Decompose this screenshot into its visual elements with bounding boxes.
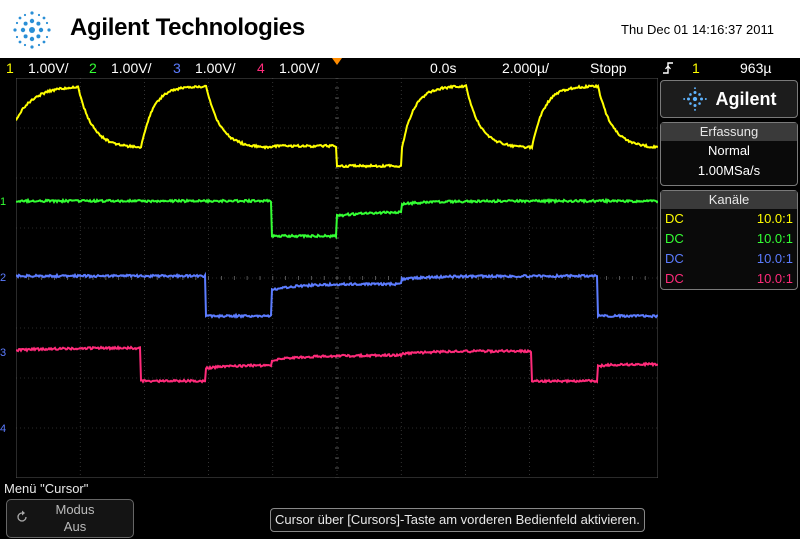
horizontal-delay[interactable]: 0.0s [430, 60, 456, 76]
channels-panel[interactable]: Kanäle DC 10.0:1 DC 10.0:1 DC 10.0:1 DC … [660, 190, 798, 290]
ch2-coupling: DC [665, 229, 684, 249]
ch1-scale[interactable]: 1.00V/ [28, 60, 68, 76]
trigger-position-marker-icon [332, 58, 342, 65]
softkey-value: Aus [41, 519, 109, 534]
channel-row: DC 10.0:1 [661, 269, 797, 289]
channel-row: DC 10.0:1 [661, 229, 797, 249]
side-panel: Agilent Erfassung Normal 1.00MSa/s Kanäl… [660, 80, 798, 290]
channels-title: Kanäle [661, 191, 797, 209]
ch1-coupling: DC [665, 209, 684, 229]
cursor-hint-message: Cursor über [Cursors]-Taste am vorderen … [270, 508, 645, 532]
softkey-bar: Menü "Cursor" Modus Aus Cursor über [Cur… [0, 478, 800, 539]
ch1-number[interactable]: 1 [6, 60, 14, 76]
mode-softkey[interactable]: Modus Aus [6, 499, 134, 538]
ch4-coupling: DC [665, 269, 684, 289]
acquisition-panel[interactable]: Erfassung Normal 1.00MSa/s [660, 122, 798, 186]
softkey-label: Modus [41, 502, 109, 517]
ch3-probe: 10.0:1 [757, 249, 793, 269]
ch4-probe: 10.0:1 [757, 269, 793, 289]
sample-rate: 1.00MSa/s [661, 161, 797, 181]
datetime-readout: Thu Dec 01 14:16:37 2011 [621, 22, 774, 37]
header-bar: Agilent Technologies Thu Dec 01 14:16:37… [0, 0, 800, 58]
ch4-ground-marker: 4 [0, 423, 6, 435]
agilent-logo-box: Agilent [660, 80, 798, 118]
trigger-level[interactable]: 963µ [740, 60, 771, 76]
ch1-probe: 10.0:1 [757, 209, 793, 229]
rising-edge-icon [662, 61, 674, 75]
rotate-knob-icon [15, 510, 29, 524]
trace-channel-2 [16, 200, 658, 237]
ch3-ground-marker: 3 [0, 347, 6, 359]
channel-row: DC 10.0:1 [661, 249, 797, 269]
trigger-source[interactable]: 1 [692, 60, 700, 76]
run-state[interactable]: Stopp [590, 60, 627, 76]
ch4-scale[interactable]: 1.00V/ [279, 60, 319, 76]
brand-name: Agilent Technologies [70, 14, 305, 42]
acquisition-title: Erfassung [661, 123, 797, 141]
ch2-ground-marker: 2 [0, 272, 6, 284]
ch3-coupling: DC [665, 249, 684, 269]
channel-row: DC 10.0:1 [661, 209, 797, 229]
timebase-scale[interactable]: 2.000µ/ [502, 60, 549, 76]
ch2-scale[interactable]: 1.00V/ [111, 60, 151, 76]
trace-channel-4 [16, 347, 658, 382]
ch3-number[interactable]: 3 [173, 60, 181, 76]
waveform-display[interactable]: T [16, 78, 658, 478]
agilent-spark-icon [682, 86, 708, 112]
ch3-scale[interactable]: 1.00V/ [195, 60, 235, 76]
ch2-number[interactable]: 2 [89, 60, 97, 76]
ch4-number[interactable]: 4 [257, 60, 265, 76]
ch2-probe: 10.0:1 [757, 229, 793, 249]
side-logo-text: Agilent [716, 89, 777, 110]
status-bar: 1 1.00V/ 2 1.00V/ 3 1.00V/ 4 1.00V/ 0.0s… [0, 58, 800, 78]
ch1-ground-marker: 1 [0, 196, 6, 208]
acquisition-mode: Normal [661, 141, 797, 161]
agilent-spark-icon [8, 6, 56, 54]
menu-title: Menü "Cursor" [4, 481, 88, 496]
